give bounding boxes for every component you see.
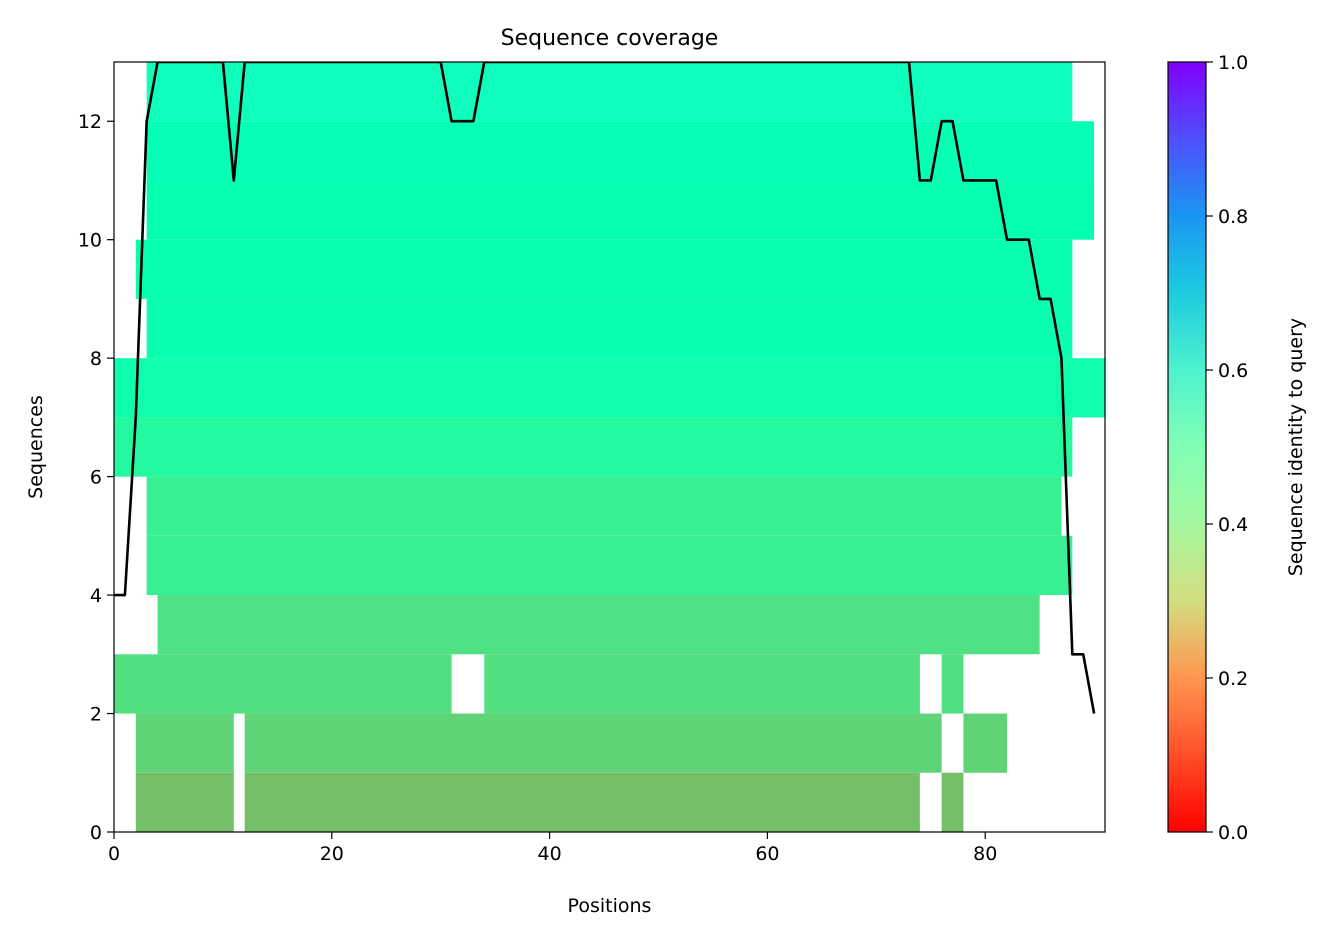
- coverage-cells: [114, 62, 1105, 832]
- coverage-cell: [146, 121, 1095, 181]
- y-tick-label: 6: [90, 467, 102, 489]
- coverage-cell: [146, 180, 1095, 240]
- x-axis-label: Positions: [568, 895, 652, 917]
- colorbar-tick-label: 0.8: [1218, 206, 1248, 228]
- coverage-line: [114, 62, 1096, 714]
- x-tick-label: 80: [973, 843, 997, 865]
- x-tick-label: 60: [755, 843, 779, 865]
- x-axis: 0 20 40 60 80: [108, 832, 997, 865]
- colorbar-tick-label: 0.0: [1218, 822, 1248, 844]
- colorbar-tick-label: 0.4: [1218, 514, 1248, 536]
- coverage-cell: [114, 654, 452, 714]
- coverage-cell: [114, 417, 1073, 477]
- y-tick-label: 12: [78, 111, 102, 133]
- coverage-cell: [484, 654, 920, 714]
- colorbar-label: Sequence identity to query: [1285, 318, 1307, 576]
- colorbar-tick-label: 0.2: [1218, 668, 1248, 690]
- coverage-cell: [114, 358, 1105, 418]
- x-tick-label: 20: [320, 843, 344, 865]
- coverage-cell: [941, 654, 964, 714]
- y-tick-label: 8: [90, 348, 102, 370]
- y-tick-label: 4: [90, 585, 102, 607]
- y-tick-label: 2: [90, 704, 102, 726]
- colorbar-ticks: 0.0 0.2 0.4 0.6 0.8 1.0: [1206, 52, 1248, 844]
- y-tick-label: 0: [90, 822, 102, 844]
- coverage-cell: [135, 772, 234, 832]
- x-tick-label: 40: [538, 843, 562, 865]
- coverage-cell: [135, 239, 1073, 299]
- x-tick-label: 0: [108, 843, 120, 865]
- coverage-cell: [146, 535, 1073, 596]
- coverage-cell: [963, 713, 1007, 773]
- coverage-cell: [135, 713, 234, 773]
- y-tick-label: 10: [78, 230, 102, 252]
- coverage-cell: [146, 476, 1062, 536]
- coverage-cell: [146, 62, 1073, 122]
- plot-frame: [113, 61, 1106, 833]
- coverage-cell: [146, 298, 1073, 359]
- coverage-cell: [157, 595, 1040, 655]
- y-axis-label: Sequences: [25, 395, 47, 499]
- coverage-cell: [244, 713, 942, 773]
- coverage-cell: [244, 772, 920, 832]
- y-axis: 0 2 4 6 8 10 12: [78, 111, 114, 844]
- colorbar-tick-label: 1.0: [1218, 52, 1248, 74]
- coverage-cell: [941, 772, 964, 832]
- colorbar: [1167, 61, 1207, 833]
- colorbar-tick-label: 0.6: [1218, 360, 1248, 382]
- chart-title: Sequence coverage: [501, 26, 719, 51]
